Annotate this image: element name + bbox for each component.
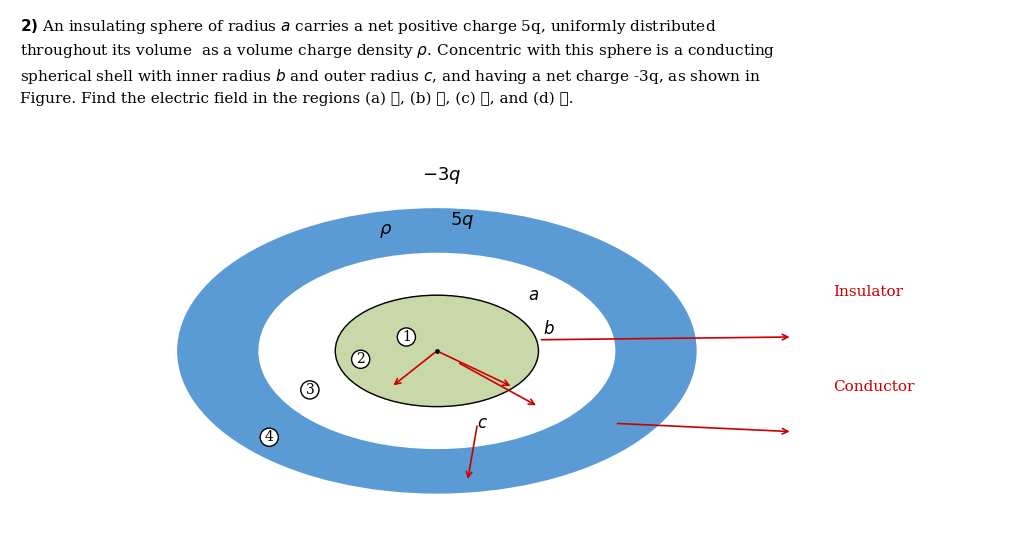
Text: 2: 2 (357, 352, 365, 367)
Text: $c$: $c$ (478, 415, 488, 432)
Text: $5q$: $5q$ (450, 209, 474, 231)
Text: $b$: $b$ (543, 320, 555, 338)
Circle shape (259, 253, 615, 448)
Text: 3: 3 (306, 383, 314, 397)
Text: $a$: $a$ (528, 287, 538, 304)
Text: $\rho$: $\rho$ (379, 222, 393, 240)
Text: Conductor: Conductor (833, 380, 914, 394)
Circle shape (335, 295, 538, 407)
Text: $-3q$: $-3q$ (423, 165, 461, 186)
Text: 4: 4 (265, 430, 273, 444)
Circle shape (178, 209, 696, 493)
Text: $\mathbf{2)}$ An insulating sphere of radius $a$ carries a net positive charge 5: $\mathbf{2)}$ An insulating sphere of ra… (20, 17, 775, 106)
Text: 1: 1 (402, 330, 410, 344)
Text: Insulator: Insulator (833, 285, 903, 300)
